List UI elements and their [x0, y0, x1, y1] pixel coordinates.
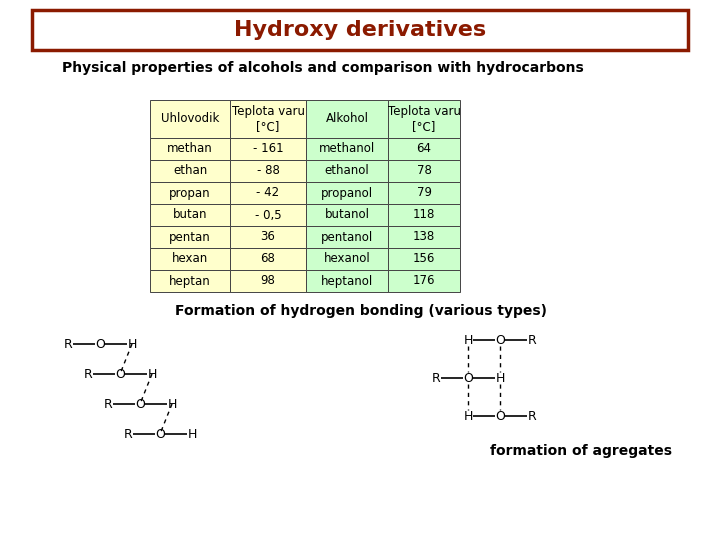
Bar	[230, 182, 306, 204]
Bar	[150, 160, 230, 182]
Text: 79: 79	[416, 186, 431, 199]
Bar	[388, 204, 460, 226]
Text: H: H	[187, 428, 197, 441]
Text: Uhlovodik: Uhlovodik	[161, 112, 219, 125]
Text: R: R	[124, 428, 132, 441]
Text: R: R	[104, 397, 112, 410]
Bar	[150, 182, 230, 204]
Text: propanol: propanol	[321, 186, 373, 199]
Bar	[306, 160, 388, 182]
Text: - 42: - 42	[256, 186, 279, 199]
Bar	[306, 270, 388, 292]
Bar	[306, 100, 388, 138]
Text: Teplota varu
[°C]: Teplota varu [°C]	[387, 105, 461, 133]
Text: O: O	[135, 397, 145, 410]
Text: 98: 98	[261, 274, 276, 287]
Text: R: R	[528, 334, 536, 347]
Text: ethanol: ethanol	[325, 165, 369, 178]
Text: methan: methan	[167, 143, 213, 156]
Text: Alkohol: Alkohol	[325, 112, 369, 125]
Bar	[230, 100, 306, 138]
Bar	[150, 248, 230, 270]
Bar	[230, 248, 306, 270]
Bar	[150, 100, 230, 138]
Bar	[388, 248, 460, 270]
Text: 138: 138	[413, 231, 435, 244]
Bar	[306, 248, 388, 270]
Text: methanol: methanol	[319, 143, 375, 156]
Bar	[230, 226, 306, 248]
Text: 156: 156	[413, 253, 435, 266]
Text: R: R	[431, 372, 441, 384]
Text: O: O	[155, 428, 165, 441]
Text: 36: 36	[261, 231, 276, 244]
Text: Teplota varu
[°C]: Teplota varu [°C]	[232, 105, 305, 133]
Bar	[306, 138, 388, 160]
Text: - 88: - 88	[256, 165, 279, 178]
Bar	[388, 226, 460, 248]
Text: hexanol: hexanol	[323, 253, 370, 266]
Bar	[150, 204, 230, 226]
Text: H: H	[495, 372, 505, 384]
Bar	[306, 204, 388, 226]
Text: H: H	[463, 409, 473, 422]
Bar	[150, 226, 230, 248]
Bar	[230, 160, 306, 182]
Bar	[230, 270, 306, 292]
Text: Physical properties of alcohols and comparison with hydrocarbons: Physical properties of alcohols and comp…	[62, 61, 584, 75]
Text: 118: 118	[413, 208, 435, 221]
Text: H: H	[463, 334, 473, 347]
Text: R: R	[528, 409, 536, 422]
Text: formation of agregates: formation of agregates	[490, 444, 672, 458]
Text: propan: propan	[169, 186, 211, 199]
Text: 176: 176	[413, 274, 436, 287]
Text: R: R	[63, 338, 73, 350]
Bar	[230, 204, 306, 226]
Bar	[230, 138, 306, 160]
Bar	[150, 270, 230, 292]
Text: pentanol: pentanol	[321, 231, 373, 244]
Bar	[32, 10, 688, 50]
Text: butan: butan	[173, 208, 207, 221]
Text: butanol: butanol	[325, 208, 369, 221]
Text: 78: 78	[417, 165, 431, 178]
Bar	[388, 138, 460, 160]
Text: heptanol: heptanol	[321, 274, 373, 287]
Bar	[150, 138, 230, 160]
Text: Hydroxy derivatives: Hydroxy derivatives	[234, 20, 486, 40]
Text: O: O	[495, 409, 505, 422]
Bar	[306, 226, 388, 248]
Text: O: O	[95, 338, 105, 350]
Text: pentan: pentan	[169, 231, 211, 244]
Text: O: O	[115, 368, 125, 381]
Text: R: R	[84, 368, 92, 381]
Text: H: H	[167, 397, 176, 410]
Bar	[388, 160, 460, 182]
Text: heptan: heptan	[169, 274, 211, 287]
Text: O: O	[463, 372, 473, 384]
Bar	[388, 182, 460, 204]
Text: 64: 64	[416, 143, 431, 156]
Text: - 161: - 161	[253, 143, 283, 156]
Text: - 0,5: - 0,5	[255, 208, 282, 221]
Text: Formation of hydrogen bonding (various types): Formation of hydrogen bonding (various t…	[175, 304, 547, 318]
Text: H: H	[127, 338, 137, 350]
Bar	[306, 182, 388, 204]
Text: 68: 68	[261, 253, 276, 266]
Bar	[388, 100, 460, 138]
Text: ethan: ethan	[173, 165, 207, 178]
Bar	[388, 270, 460, 292]
Text: O: O	[495, 334, 505, 347]
Text: hexan: hexan	[172, 253, 208, 266]
Text: H: H	[148, 368, 157, 381]
